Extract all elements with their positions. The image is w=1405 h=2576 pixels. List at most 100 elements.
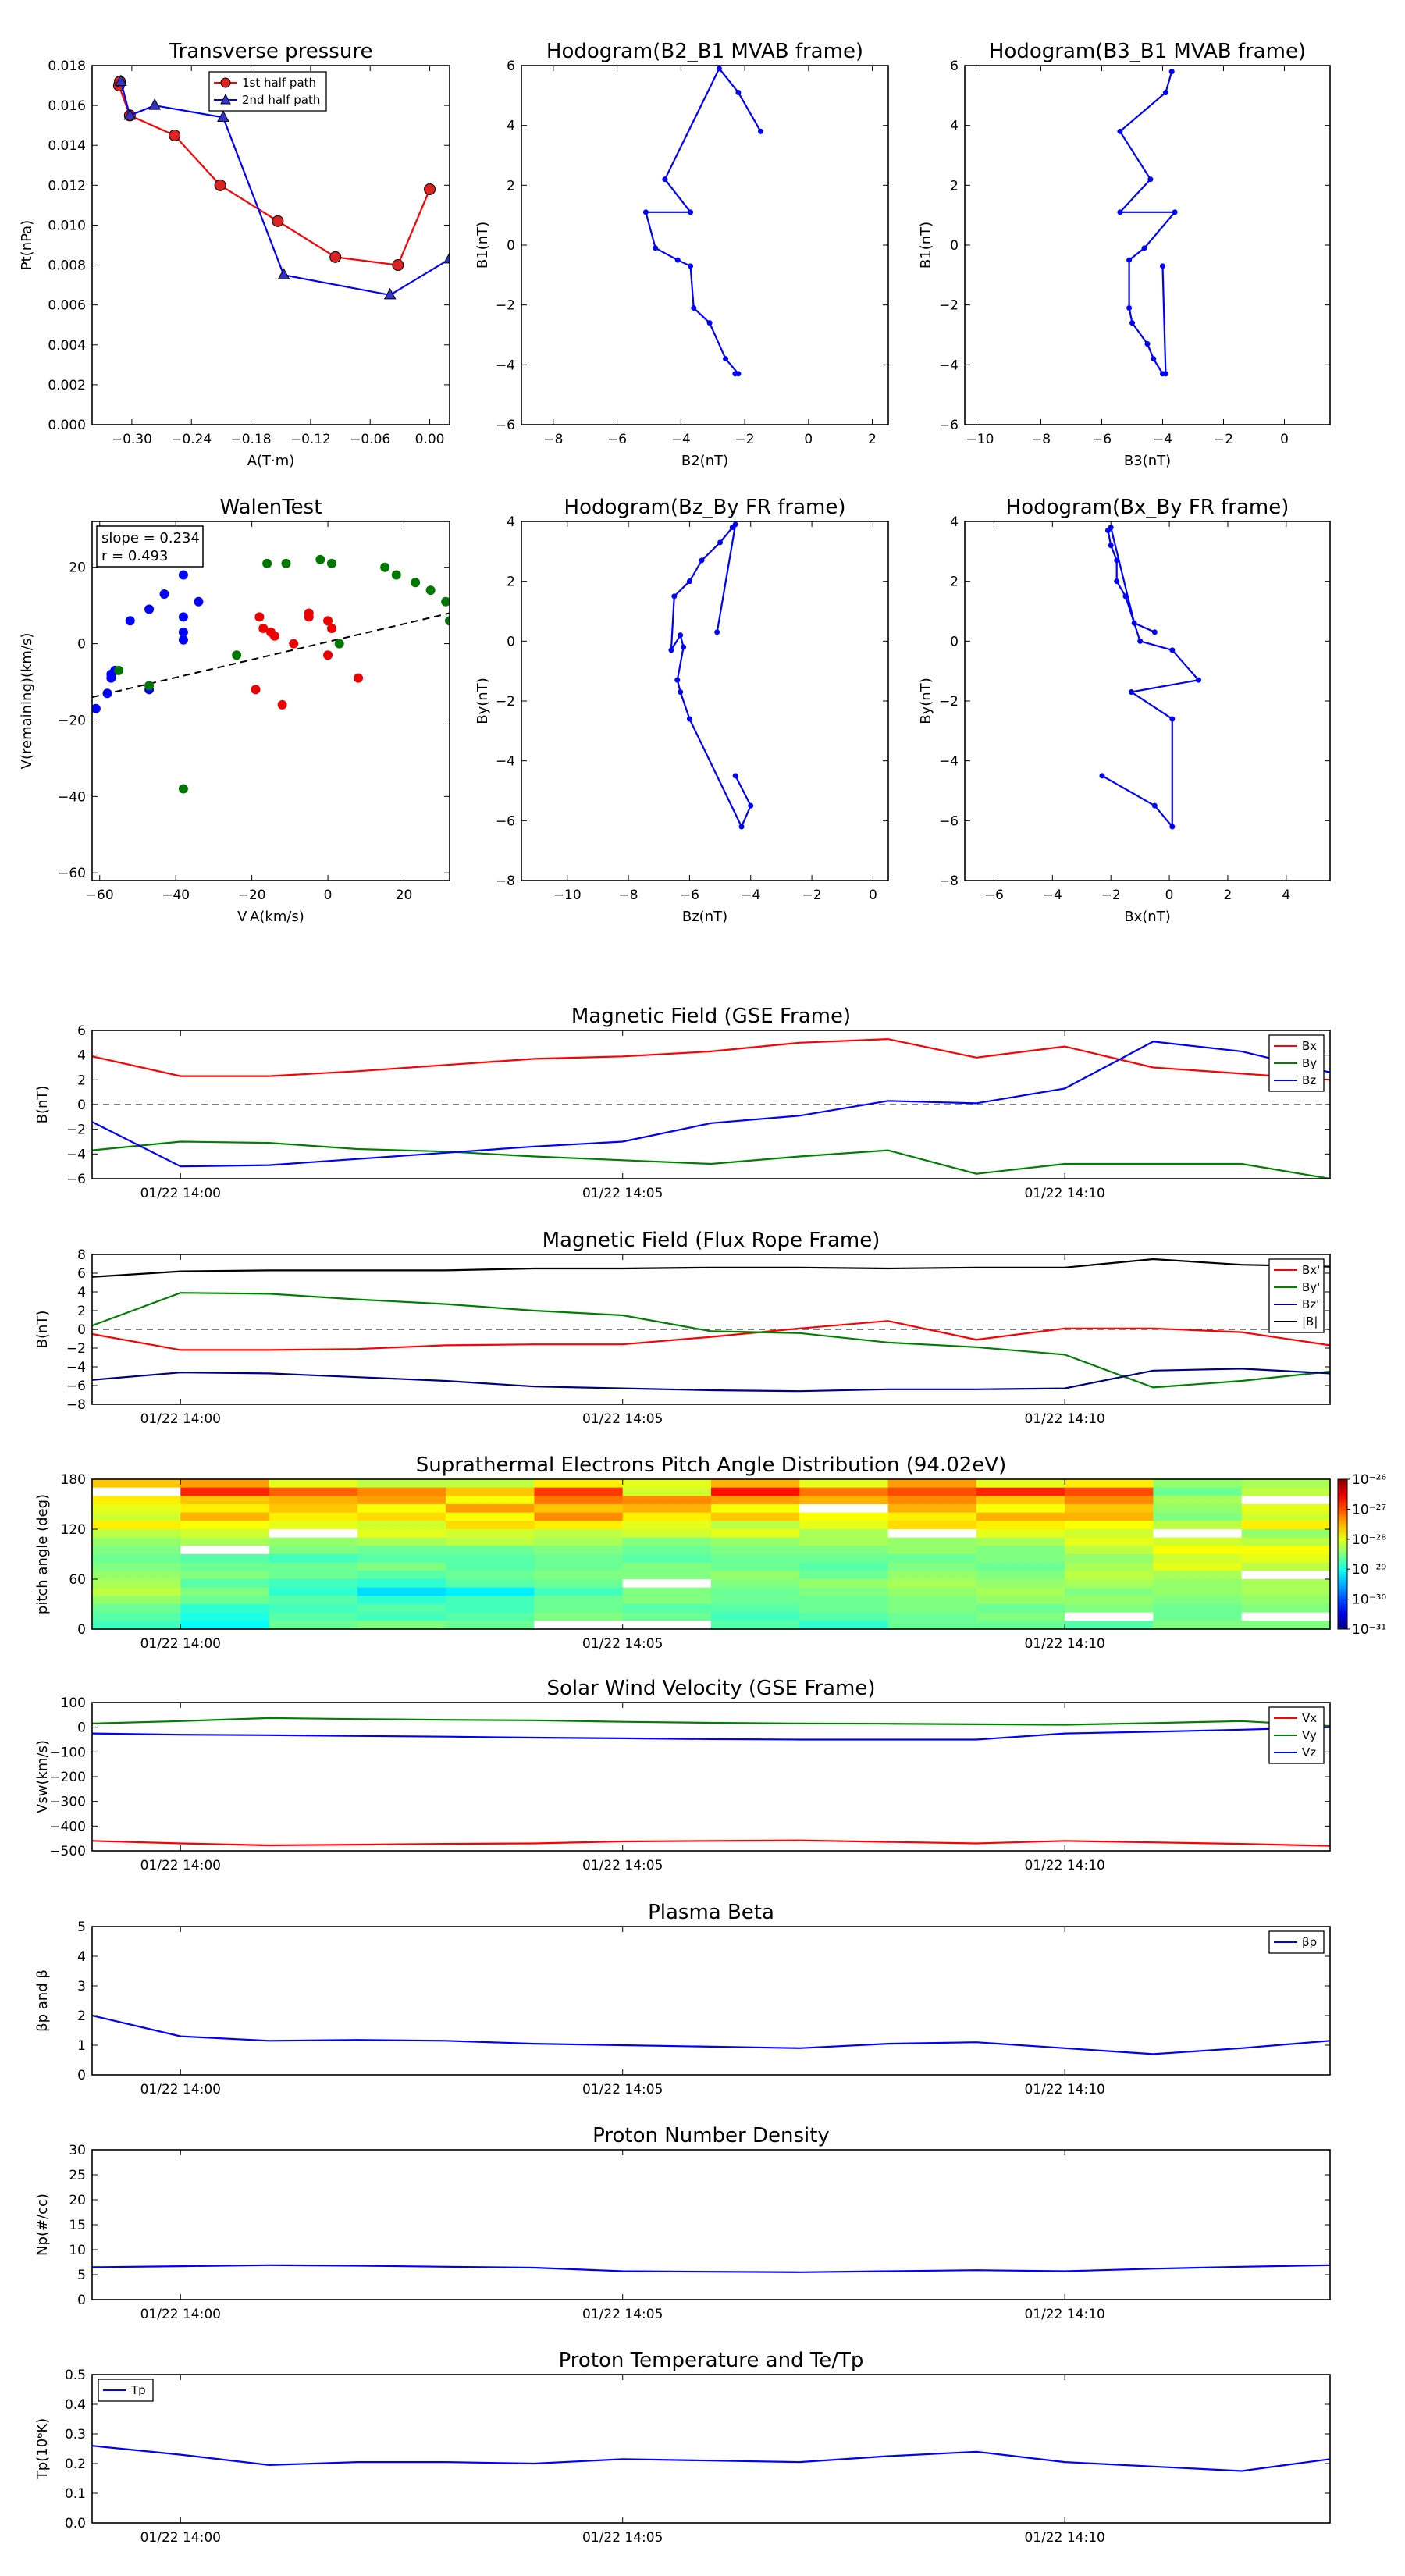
heatmap-cell: [976, 1596, 1065, 1605]
y-tick-label: 120: [61, 1522, 86, 1538]
colorbar-tick-label: 10⁻³¹: [1352, 1622, 1386, 1638]
x-tick-label: −4: [671, 432, 691, 447]
heatmap-cell: [1065, 1587, 1154, 1596]
heatmap-cell: [269, 1521, 358, 1530]
heatmap-cell: [799, 1604, 889, 1614]
chart-title: Hodogram(B3_B1 MVAB frame): [989, 40, 1306, 63]
y-tick-label: 15: [69, 2218, 86, 2233]
y-tick-label: 0: [507, 634, 515, 649]
y-tick-label: 0: [77, 1322, 86, 1338]
scatter-point: [144, 681, 155, 691]
x-tick-label: 01/22 14:05: [582, 2082, 663, 2097]
plot-area: [668, 521, 754, 830]
series-0-line: [1118, 71, 1177, 375]
y-tick-label: 30: [69, 2143, 86, 2158]
chart-title: Magnetic Field (GSE Frame): [571, 1005, 851, 1028]
scatter-point: [323, 650, 333, 660]
heatmap-cell: [446, 1587, 535, 1596]
data-marker: [732, 521, 738, 528]
data-marker: [1114, 578, 1120, 585]
y-axis-label: B1(nT): [918, 222, 934, 269]
heatmap-cell: [1241, 1479, 1330, 1489]
heatmap-cell: [534, 1612, 624, 1621]
heatmap-cell: [1153, 1546, 1243, 1555]
x-tick-label: −6: [1092, 432, 1112, 447]
heatmap-cell: [1065, 1604, 1154, 1614]
axes-frame: [91, 2374, 1331, 2524]
heatmap-cell: [534, 1571, 624, 1580]
heatmap-cell: [92, 1537, 181, 1546]
x-tick-label: 01/22 14:10: [1024, 1858, 1104, 1873]
scatter-point: [391, 570, 401, 580]
axes-frame: [91, 65, 450, 425]
chart-title: Magnetic Field (Flux Rope Frame): [542, 1229, 880, 1252]
heatmap-cell: [887, 1612, 977, 1621]
y-tick-label: 6: [77, 1266, 86, 1282]
x-tick-label: 01/22 14:10: [1024, 1411, 1104, 1427]
data-marker: [748, 802, 754, 809]
heatmap-cell: [711, 1587, 800, 1596]
data-marker: [681, 644, 687, 650]
heatmap-cell: [1153, 1496, 1243, 1505]
y-tick-label: 6: [77, 1023, 86, 1039]
heatmap-cell: [357, 1546, 446, 1555]
heatmap-cell: [534, 1562, 624, 1571]
heatmap-cell: [622, 1612, 712, 1621]
x-tick-label: 01/22 14:00: [140, 2082, 221, 2097]
heatmap-cell: [976, 1546, 1065, 1555]
heatmap-cell: [446, 1554, 535, 1564]
heatmap-cell: [269, 1554, 358, 1564]
data-marker: [1169, 647, 1176, 653]
axes-frame: [91, 1926, 1331, 2076]
heatmap-cell: [887, 1604, 977, 1614]
scatter-point: [102, 688, 112, 699]
heatmap-cell: [976, 1504, 1065, 1514]
y-tick-label: −6: [496, 418, 515, 433]
heatmap-cell: [1241, 1571, 1330, 1580]
data-marker: [1169, 824, 1176, 830]
data-marker: [691, 305, 697, 311]
y-tick-label: −6: [496, 813, 515, 829]
plot-area: [1117, 69, 1178, 377]
heatmap-cell: [799, 1479, 889, 1489]
y-tick-label: 4: [950, 119, 959, 134]
heatmap-cell: [357, 1579, 446, 1589]
chart-hodogram-b2-b1: −8 −6 −4 −2 0 2 −6 −4 −2 0 2 4 6 Hodogram(B2_B1 MVAB …: [475, 40, 889, 469]
heatmap-cell: [887, 1487, 977, 1496]
heatmap-cell: [1065, 1529, 1154, 1539]
y-tick-label: 6: [507, 59, 515, 74]
heatmap-cell: [799, 1537, 889, 1546]
heatmap-cell: [622, 1487, 712, 1496]
heatmap-cell: [269, 1546, 358, 1555]
heatmap-cell: [180, 1479, 270, 1489]
axes-frame: [521, 65, 889, 425]
heatmap-cell: [269, 1537, 358, 1546]
heatmap-cell: [799, 1504, 889, 1514]
y-tick-label: 4: [507, 119, 515, 134]
heatmap-cell: [92, 1512, 181, 1521]
heatmap-cell: [622, 1529, 712, 1539]
data-marker: [169, 129, 181, 141]
heatmap-cell: [1241, 1612, 1330, 1621]
legend-label: Bx: [1302, 1039, 1317, 1053]
chart-tp: 01/22 14:00 01/22 14:05 01/22 14:10 0.0 0.1 0…: [34, 2349, 1331, 2546]
heatmap-cell: [269, 1487, 358, 1496]
x-tick-label: 0: [1165, 888, 1174, 903]
scatter-point: [178, 784, 188, 794]
heatmap-cell: [887, 1596, 977, 1605]
x-tick-label: −60: [86, 888, 114, 903]
heatmap-cell: [92, 1612, 181, 1621]
heatmap-cell: [887, 1504, 977, 1514]
scatter-point: [411, 578, 421, 588]
heatmap-cell: [534, 1504, 624, 1514]
heatmap-cell: [534, 1529, 624, 1539]
x-tick-label: −0.18: [231, 432, 272, 447]
heatmap-cell: [269, 1562, 358, 1571]
heatmap-cell: [1153, 1579, 1243, 1589]
y-tick-label: 60: [69, 1572, 86, 1588]
heatmap-cell: [711, 1562, 800, 1571]
heatmap-cell: [180, 1521, 270, 1530]
scatter-point: [178, 627, 188, 637]
heatmap-cell: [446, 1546, 535, 1555]
heatmap-cell: [799, 1621, 889, 1629]
